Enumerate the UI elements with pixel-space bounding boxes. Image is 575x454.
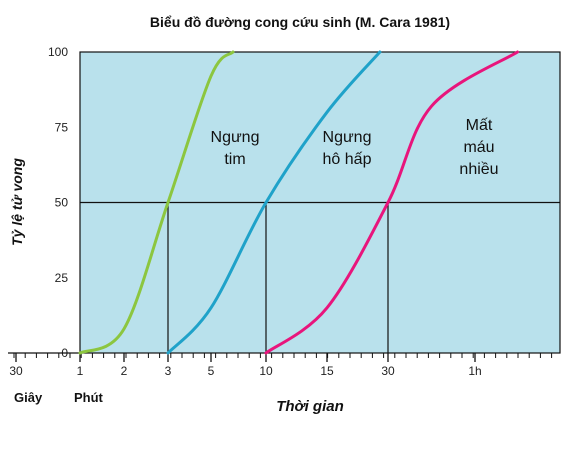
series-label-3: Mất máu nhiều (459, 117, 498, 178)
x-tick-label: 30 (9, 364, 23, 378)
unit-label-seconds: Giây (14, 390, 43, 405)
y-tick-label: 75 (55, 120, 69, 134)
series-label-1: Ngưng tim (211, 129, 260, 168)
series-line-2 (166, 50, 382, 355)
series-line-3 (264, 50, 519, 355)
x-tick-label: 3 (165, 364, 172, 378)
series-label-2: Ngưng hô hấp (323, 129, 372, 168)
y-tick-label: 25 (55, 271, 69, 285)
y-tick-label: 50 (55, 196, 69, 210)
x-tick-label: 2 (121, 364, 128, 378)
x-tick-label: 1 (77, 364, 84, 378)
x-axis-label: Thời gian (276, 398, 344, 415)
x-tick-label: 5 (208, 364, 215, 378)
chart-title: Biểu đồ đường cong cứu sinh (M. Cara 198… (150, 14, 450, 30)
x-tick-label: 30 (381, 364, 395, 378)
series-line-1 (78, 50, 235, 355)
unit-label-minutes: Phút (74, 390, 104, 405)
y-axis-label: Tỷ lệ tử vong (9, 158, 25, 246)
y-tick-label: 100 (48, 45, 68, 59)
x-tick-label: 1h (468, 364, 481, 378)
x-tick-label: 10 (259, 364, 273, 378)
x-tick-label: 15 (320, 364, 334, 378)
